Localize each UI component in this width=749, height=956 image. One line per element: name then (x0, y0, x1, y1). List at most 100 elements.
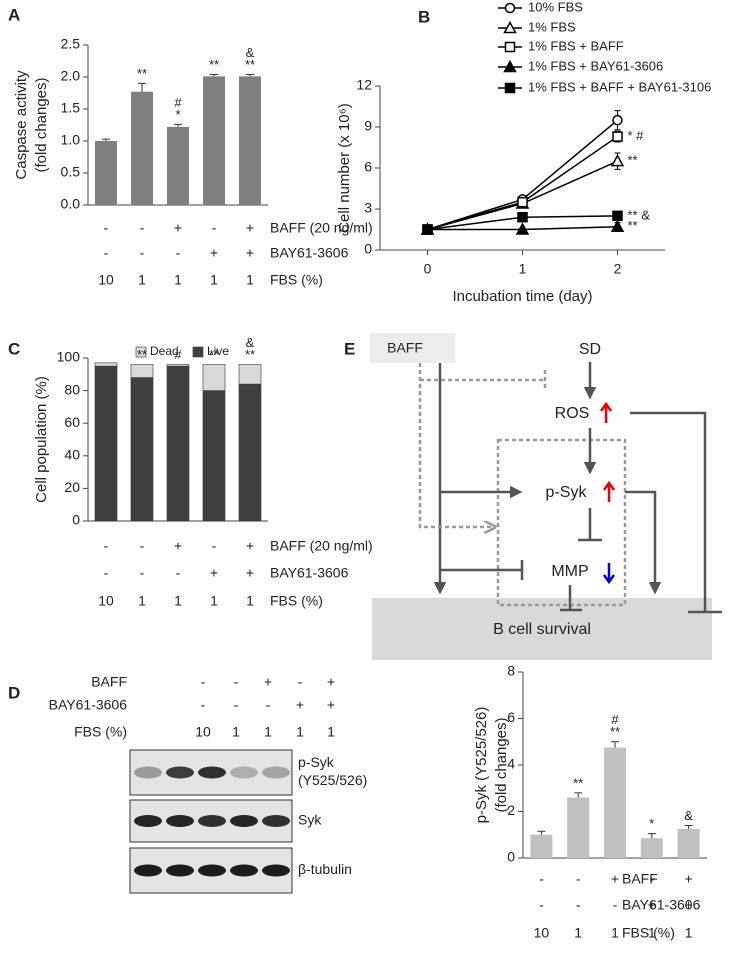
treatment-mark: + (210, 565, 218, 581)
error-bar (102, 138, 110, 141)
bar-segment (130, 364, 154, 378)
significance: ** (610, 724, 620, 739)
significance: & (684, 808, 693, 823)
treatment-mark: 1 (611, 925, 619, 941)
treatment-mark: 1 (210, 272, 218, 288)
y-tick-label: 40 (64, 447, 80, 463)
bar-segment (202, 390, 226, 522)
x-tick-label: 1 (519, 261, 527, 277)
blot-band (198, 864, 226, 877)
treatment-mark: + (246, 538, 254, 554)
bar-segment (94, 362, 118, 367)
significance: ** (137, 347, 147, 362)
y-tick-label: 6 (364, 159, 372, 175)
blot-band (198, 815, 226, 827)
treatment-mark: - (140, 538, 145, 554)
up-arrow (599, 401, 613, 423)
point (612, 114, 623, 126)
y-tick-label: 1.5 (61, 100, 81, 116)
x-tick-label: 2 (614, 261, 622, 277)
treatment-mark: + (246, 220, 254, 236)
significance: ** (209, 57, 219, 72)
significance: ** (628, 218, 638, 233)
treatment-mark: + (246, 565, 254, 581)
error-bar (574, 792, 583, 798)
treatment-mark: 10 (98, 272, 114, 288)
y-tick-label: 0 (72, 512, 80, 528)
baff-box (370, 333, 455, 363)
node-psyk: p-Syk (546, 484, 588, 501)
blot-label: (Y525/526) (298, 772, 367, 788)
treatment-label: BAY61-3606 (270, 245, 349, 261)
panel-letter: E (344, 339, 355, 358)
error-bar (210, 73, 218, 77)
significance: * # (628, 128, 645, 143)
error-bar (647, 833, 656, 839)
treatment-mark: + (648, 897, 656, 913)
legend-label: 1% FBS + BAY61-3606 (528, 58, 663, 73)
error-bar (684, 824, 693, 829)
treatment-mark: - (539, 871, 544, 887)
treatment-mark: + (264, 674, 272, 690)
treatment-mark: - (266, 697, 271, 713)
panel-letter: D (8, 683, 20, 702)
treatment-mark: - (234, 697, 239, 713)
y-tick-label: 2 (507, 802, 515, 818)
treatment-mark: - (140, 245, 145, 261)
treatment-mark: 1 (246, 272, 254, 288)
significance: & (246, 45, 255, 60)
treatment-label: BAY61-3606 (622, 897, 701, 913)
legend-marker (504, 2, 516, 14)
bar (203, 76, 225, 205)
panel-letter: C (8, 339, 20, 358)
treatment-mark: 1 (138, 593, 146, 609)
blot-band (198, 766, 226, 779)
treatment-mark: - (104, 245, 109, 261)
diagram-edges (433, 362, 722, 614)
legend-swatch (192, 346, 204, 358)
y-axis-label: (fold changes) (493, 717, 510, 812)
error-bar (174, 123, 182, 127)
point (612, 131, 623, 142)
y-tick-label: 2.0 (61, 68, 81, 84)
down-arrow (602, 563, 616, 585)
node-mmp: MMP (551, 563, 588, 580)
significance: & (246, 335, 255, 350)
node-sd: SD (579, 341, 601, 358)
treatment-mark: - (234, 674, 239, 690)
significance: # (611, 712, 619, 727)
blot-band (262, 766, 290, 779)
treatment-mark: 1 (138, 272, 146, 288)
treatment-mark: + (685, 897, 693, 913)
treatment-mark: + (296, 697, 304, 713)
treatment-mark: 1 (174, 272, 182, 288)
blot-band (230, 864, 258, 877)
bar-segment (202, 364, 226, 391)
treatment-mark: 10 (98, 593, 114, 609)
blot-band (262, 815, 290, 827)
treatment-mark: 1 (327, 724, 335, 740)
y-tick-label: 4 (507, 756, 515, 772)
diagram-dotted-edges (418, 363, 547, 527)
y-tick-label: 2.5 (61, 36, 81, 52)
y-axis-label: Cell population (%) (33, 376, 50, 503)
bar-segment (238, 383, 262, 522)
blot-band (134, 815, 162, 827)
y-tick-label: 0.0 (61, 196, 81, 212)
treatment-label: BAFF (20 ng/ml) (270, 220, 373, 236)
point (517, 196, 528, 208)
treatment-label: FBS (%) (270, 272, 323, 288)
error-bar (138, 82, 146, 92)
x-axis-label: Incubation time (day) (452, 288, 592, 305)
treatment-mark: 10 (195, 724, 211, 740)
treatment-mark: + (327, 697, 335, 713)
y-axis-label: p-Syk (Y525/526) (473, 707, 490, 824)
panel-letter: A (8, 5, 20, 24)
y-tick-label: 8 (507, 663, 515, 679)
blot-band (230, 766, 258, 779)
significance: ** (245, 57, 255, 72)
panel-letter: B (418, 7, 430, 26)
blot-label: p-Syk (298, 754, 335, 770)
treatment-mark: 1 (232, 724, 240, 740)
y-tick-label: 0 (364, 241, 372, 257)
